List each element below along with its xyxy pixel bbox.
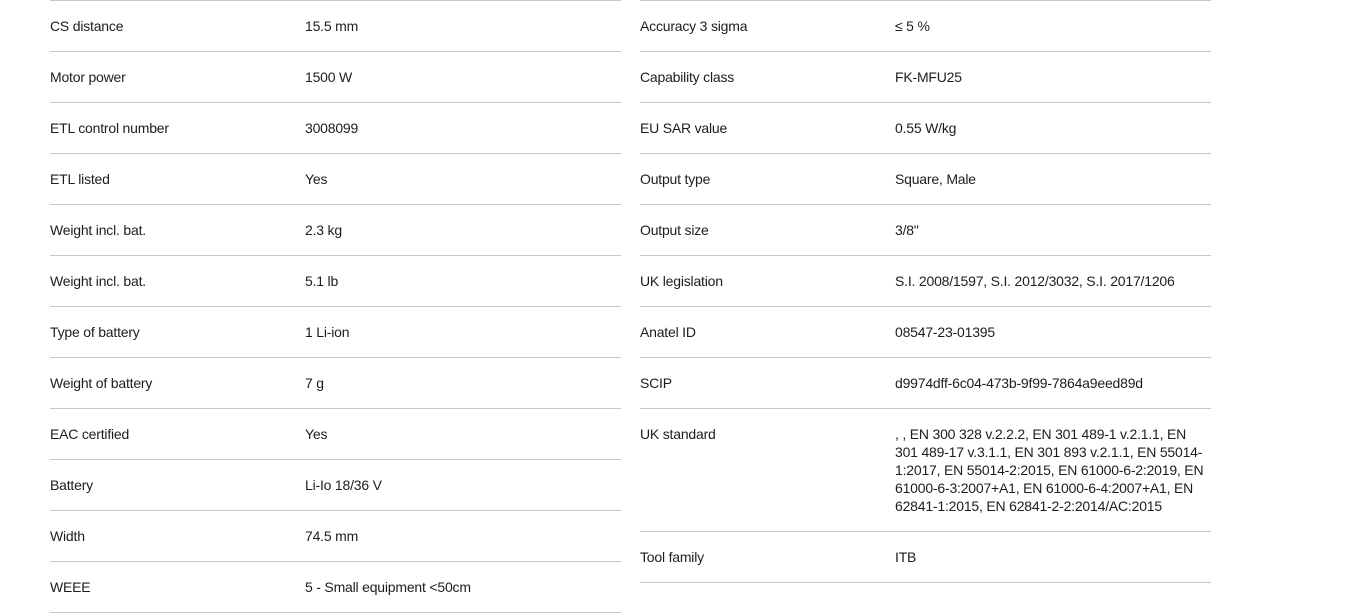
spec-row: ETL control number 3008099 xyxy=(50,103,621,154)
spec-label: Accuracy 3 sigma xyxy=(640,18,748,34)
spec-row: EAC certified Yes xyxy=(50,409,621,460)
spec-value: Yes xyxy=(305,171,328,187)
spec-label: Motor power xyxy=(50,69,126,85)
spec-label: Tool family xyxy=(640,549,704,565)
spec-label: UK legislation xyxy=(640,273,723,289)
spec-value: 1 Li-ion xyxy=(305,324,350,340)
spec-value: d9974dff-6c04-473b-9f99-7864a9eed89d xyxy=(895,375,1143,391)
spec-value: 5 - Small equipment <50cm xyxy=(305,579,471,595)
spec-value: 0.55 W/kg xyxy=(895,120,957,136)
spec-value: 15.5 mm xyxy=(305,18,359,34)
spec-label: Weight of battery xyxy=(50,375,153,391)
spec-label: Output size xyxy=(640,222,709,238)
spec-value: ≤ 5 % xyxy=(895,18,930,34)
spec-value: 74.5 mm xyxy=(305,528,359,544)
spec-label: WEEE xyxy=(50,579,91,595)
spec-value: FK-MFU25 xyxy=(895,69,962,85)
spec-row: Battery Li-Io 18/36 V xyxy=(50,460,621,511)
spec-value: , , EN 300 328 v.2.2.2, EN 301 489-1 v.2… xyxy=(895,426,1204,514)
spec-label: Type of battery xyxy=(50,324,140,340)
spec-row: Motor power 1500 W xyxy=(50,52,621,103)
spec-row: Weight incl. bat. 5.1 lb xyxy=(50,256,621,307)
spec-label: Weight incl. bat. xyxy=(50,222,146,238)
spec-row: ETL listed Yes xyxy=(50,154,621,205)
spec-row: Width 74.5 mm xyxy=(50,511,621,562)
spec-value: 3008099 xyxy=(305,120,359,136)
spec-row: Capability class FK-MFU25 xyxy=(640,52,1211,103)
spec-label: EAC certified xyxy=(50,426,130,442)
spec-value: S.I. 2008/1597, S.I. 2012/3032, S.I. 201… xyxy=(895,273,1175,289)
spec-row: UK legislation S.I. 2008/1597, S.I. 2012… xyxy=(640,256,1211,307)
spec-value: Yes xyxy=(305,426,328,442)
spec-label: SCIP xyxy=(640,375,672,391)
spec-value: 3/8" xyxy=(895,222,919,238)
spec-row: SCIP d9974dff-6c04-473b-9f99-7864a9eed89… xyxy=(640,358,1211,409)
specs-right-table: Accuracy 3 sigma ≤ 5 % Capability class … xyxy=(640,0,1211,583)
spec-row: Accuracy 3 sigma ≤ 5 % xyxy=(640,1,1211,52)
spec-row: Weight incl. bat. 2.3 kg xyxy=(50,205,621,256)
spec-label: EU SAR value xyxy=(640,120,728,136)
spec-label: Anatel ID xyxy=(640,324,696,340)
spec-label: Width xyxy=(50,528,85,544)
spec-row: Tool family ITB xyxy=(640,532,1211,583)
spec-row: Weight of battery 7 g xyxy=(50,358,621,409)
spec-row: Anatel ID 08547-23-01395 xyxy=(640,307,1211,358)
spec-value: 2.3 kg xyxy=(305,222,342,238)
spec-label: CS distance xyxy=(50,18,124,34)
spec-value: 7 g xyxy=(305,375,324,391)
spec-value: 5.1 lb xyxy=(305,273,339,289)
spec-value: 08547-23-01395 xyxy=(895,324,995,340)
spec-row: Type of battery 1 Li-ion xyxy=(50,307,621,358)
spec-value: Square, Male xyxy=(895,171,976,187)
spec-row: WEEE 5 - Small equipment <50cm xyxy=(50,562,621,613)
spec-label: UK standard xyxy=(640,426,716,442)
spec-row: EU SAR value 0.55 W/kg xyxy=(640,103,1211,154)
spec-row: CS distance 15.5 mm xyxy=(50,1,621,52)
spec-value: 1500 W xyxy=(305,69,353,85)
spec-label: Weight incl. bat. xyxy=(50,273,146,289)
spec-label: ETL control number xyxy=(50,120,169,136)
spec-label: Capability class xyxy=(640,69,735,85)
specs-left-table: CS distance 15.5 mm Motor power 1500 W E… xyxy=(50,0,621,613)
spec-row: UK standard , , EN 300 328 v.2.2.2, EN 3… xyxy=(640,409,1211,532)
spec-label: ETL listed xyxy=(50,171,110,187)
spec-value: ITB xyxy=(895,549,917,565)
spec-row: Output type Square, Male xyxy=(640,154,1211,205)
spec-value: Li-Io 18/36 V xyxy=(305,477,382,493)
spec-row: Output size 3/8" xyxy=(640,205,1211,256)
spec-label: Battery xyxy=(50,477,93,493)
spec-label: Output type xyxy=(640,171,711,187)
